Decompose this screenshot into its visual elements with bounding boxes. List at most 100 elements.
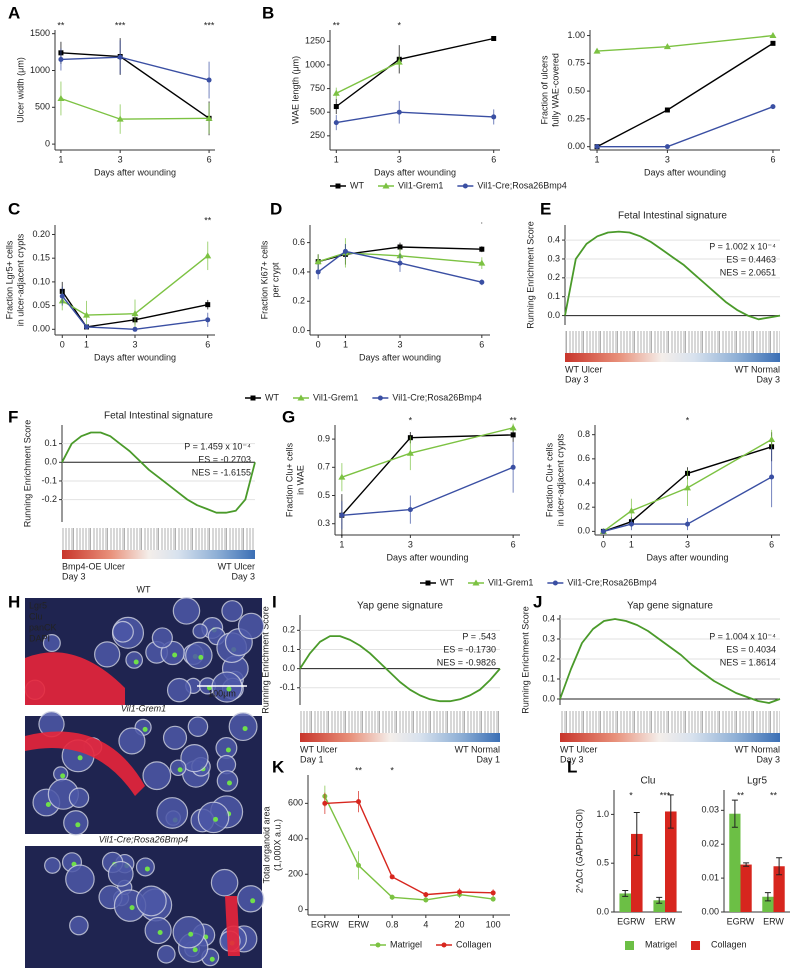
series-line bbox=[341, 466, 514, 516]
y-tick-label: -0.1 bbox=[41, 475, 57, 485]
crypt bbox=[180, 744, 209, 773]
lgr5-signal bbox=[75, 822, 81, 828]
bar bbox=[773, 866, 785, 912]
y-axis-label: Total organoid area bbox=[261, 806, 271, 883]
data-point bbox=[770, 104, 776, 110]
crypt bbox=[210, 868, 239, 897]
series-line bbox=[602, 438, 772, 532]
data-point bbox=[333, 104, 339, 110]
lgr5-signal bbox=[142, 726, 148, 732]
crypt bbox=[185, 641, 213, 670]
x-tick-label: 3 bbox=[132, 339, 137, 349]
x-tick-label: 3 bbox=[685, 539, 690, 549]
enrichment-curve bbox=[564, 230, 781, 321]
y-tick-label: 750 bbox=[310, 83, 325, 93]
statistic: P = 1.002 x 10⁻⁴ bbox=[709, 241, 776, 251]
data-point bbox=[356, 799, 361, 805]
error-bar bbox=[667, 794, 674, 829]
y-tick-label: 0.5 bbox=[596, 858, 609, 868]
rank-label: WT Ulcer bbox=[300, 744, 337, 754]
data-point bbox=[491, 36, 497, 42]
data-point bbox=[768, 436, 776, 443]
data-point bbox=[628, 521, 634, 527]
y-tick-label: 0.3 bbox=[542, 633, 555, 643]
rank-label: WT Normal bbox=[735, 744, 780, 754]
x-tick-label: 100 bbox=[486, 919, 501, 929]
rank-label: WT Ulcer bbox=[565, 364, 602, 374]
lgr5-signal bbox=[45, 801, 51, 807]
data-point bbox=[395, 58, 403, 65]
data-point bbox=[389, 874, 395, 880]
x-axis-label: Days after wounding bbox=[359, 352, 441, 362]
crypt bbox=[211, 671, 243, 703]
hit-barcode bbox=[300, 711, 500, 733]
x-tick-label: 0 bbox=[601, 539, 606, 549]
data-point bbox=[206, 77, 212, 83]
chart-title: Yap gene signature bbox=[627, 601, 713, 612]
y-tick-label: 1250 bbox=[305, 36, 325, 46]
y-axis-label: WAE length (μm) bbox=[290, 56, 300, 124]
clu-signal bbox=[225, 896, 240, 956]
y-tick-label: 0.0 bbox=[542, 693, 555, 703]
panel-label: I bbox=[272, 592, 277, 611]
y-axis-label: fully WAE-covered bbox=[550, 53, 560, 127]
data-point bbox=[204, 252, 212, 259]
image-title: Vil1-Grem1 bbox=[121, 703, 166, 713]
rank-label: WT Ulcer bbox=[218, 561, 255, 571]
bar bbox=[740, 864, 752, 912]
legend-label: WT bbox=[265, 392, 279, 402]
x-tick-label: 1 bbox=[595, 154, 600, 164]
error-bar bbox=[743, 862, 750, 867]
data-point bbox=[84, 324, 90, 330]
y-axis-label: Running Enrichment Score bbox=[525, 221, 535, 329]
y-tick-label: 600 bbox=[288, 798, 303, 808]
rank-label: Day 3 bbox=[565, 374, 589, 384]
x-tick-label: ERW bbox=[655, 916, 676, 926]
crypt bbox=[162, 725, 188, 750]
data-point bbox=[600, 528, 606, 534]
crypt bbox=[237, 885, 265, 913]
series-line bbox=[61, 291, 208, 328]
x-tick-label: EGRW bbox=[617, 916, 645, 926]
y-tick-label: 0.0 bbox=[292, 325, 305, 335]
x-tick-label: 6 bbox=[769, 539, 774, 549]
data-point bbox=[322, 800, 328, 806]
panel-label: E bbox=[540, 199, 551, 218]
y-tick-label: -0.1 bbox=[279, 682, 295, 692]
crypt bbox=[63, 810, 89, 836]
lgr5-signal bbox=[209, 956, 215, 962]
legend-label: Vil1-Grem1 bbox=[398, 180, 443, 190]
y-tick-label: 500 bbox=[35, 102, 50, 112]
y-axis-label: per crypt bbox=[270, 262, 280, 298]
x-tick-label: 3 bbox=[397, 339, 402, 349]
y-tick-label: 1500 bbox=[30, 28, 50, 38]
y-tick-label: -0.2 bbox=[41, 494, 57, 504]
crypt bbox=[187, 716, 209, 737]
data-point bbox=[510, 432, 516, 438]
x-tick-label: 0 bbox=[60, 339, 65, 349]
data-point bbox=[356, 862, 361, 868]
statistic: P = 1.459 x 10⁻⁴ bbox=[184, 441, 251, 451]
crypt bbox=[44, 857, 61, 874]
x-axis-label: Days after wounding bbox=[646, 552, 728, 562]
data-point bbox=[117, 54, 123, 60]
crypt bbox=[107, 860, 134, 887]
y-axis-label: Fraction Clu+ cells bbox=[284, 442, 294, 517]
x-tick-label: 3 bbox=[665, 154, 670, 164]
statistic: ES = 0.4463 bbox=[726, 254, 776, 264]
data-point bbox=[457, 889, 462, 895]
y-tick-label: 0.10 bbox=[32, 276, 50, 286]
x-tick-label: ERW bbox=[763, 916, 784, 926]
y-axis-label: Fraction of ulcers bbox=[539, 55, 549, 125]
data-point bbox=[58, 56, 64, 62]
y-tick-label: 0 bbox=[45, 138, 50, 148]
data-point bbox=[491, 114, 497, 120]
x-axis-label: Days after wounding bbox=[386, 552, 468, 562]
data-point bbox=[664, 107, 670, 113]
crypt bbox=[142, 761, 172, 791]
statistic: NES = 2.0651 bbox=[720, 267, 776, 277]
x-axis-label: Days after wounding bbox=[644, 167, 726, 177]
channel-label: Clu bbox=[29, 611, 43, 621]
panel-label: G bbox=[282, 407, 295, 426]
